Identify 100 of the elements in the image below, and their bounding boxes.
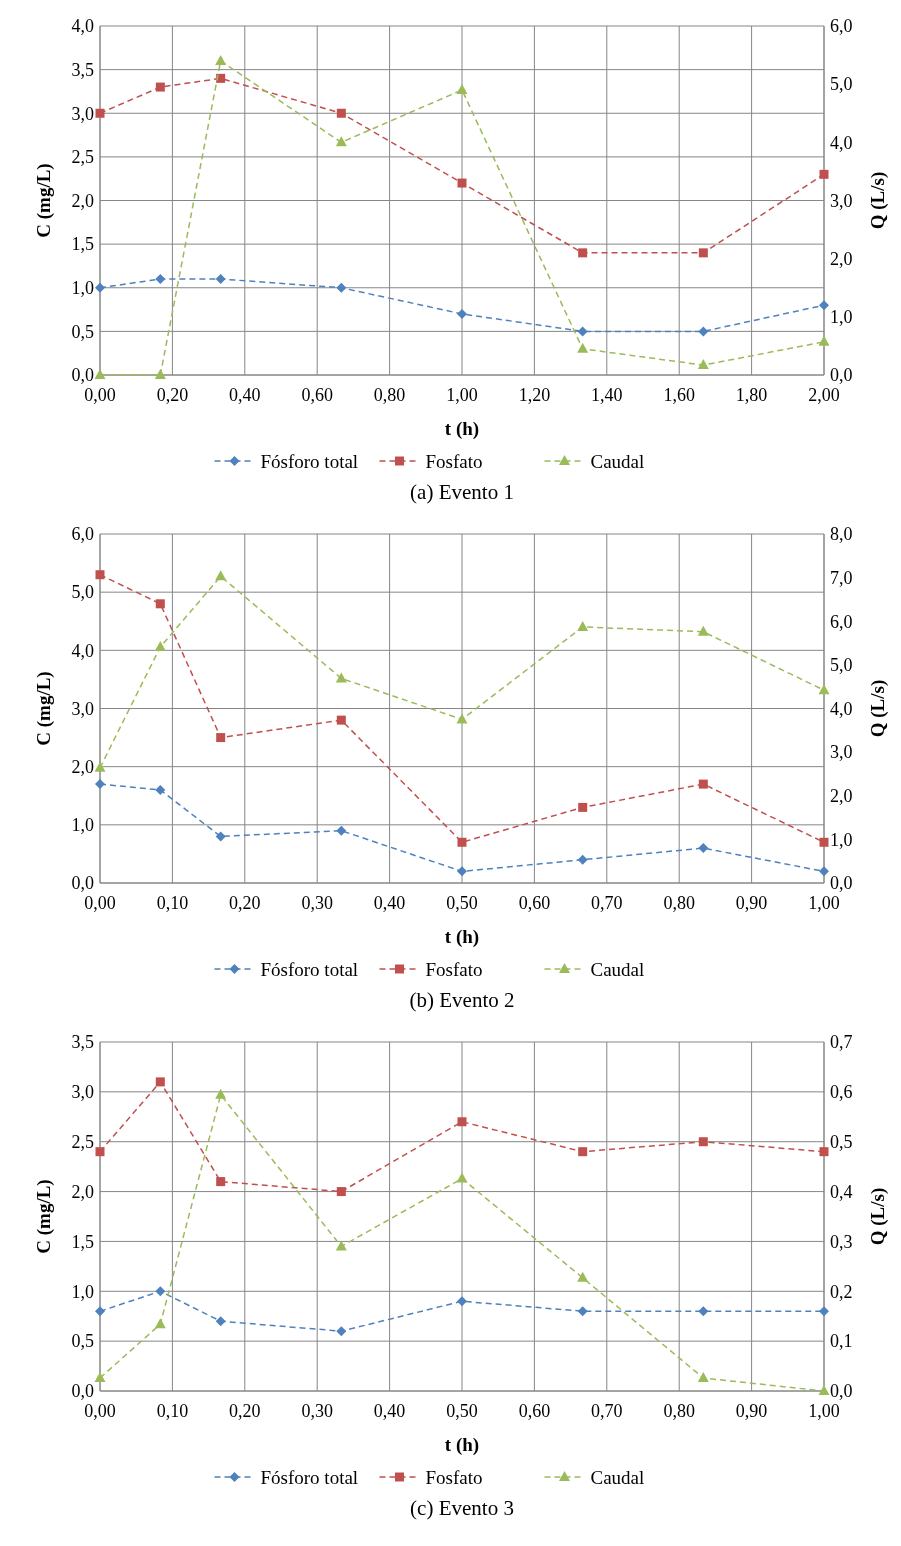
- point: [698, 779, 708, 789]
- point: [456, 713, 468, 724]
- point: [216, 733, 226, 743]
- x-tick-label: 1,00: [446, 385, 478, 405]
- y-tick-label: 2,5: [71, 1132, 94, 1153]
- x-tick-label: 2,00: [808, 385, 840, 405]
- x-tick-label: 0,50: [446, 1401, 478, 1421]
- y2-tick-label: 0,0: [830, 873, 853, 894]
- legend-label: Fosfato: [425, 958, 483, 980]
- y2-tick-label: 2,0: [830, 248, 853, 269]
- y2-tick-label: 4,0: [830, 132, 853, 153]
- legend-label: Fósforo total: [260, 1466, 359, 1488]
- x-axis-title: t (h): [444, 926, 480, 948]
- x-tick-label: 0,40: [229, 385, 261, 405]
- x-tick-label: 0,00: [84, 893, 116, 913]
- x-tick-label: 1,80: [735, 385, 768, 405]
- point: [94, 761, 106, 772]
- x-tick-label: 0,90: [735, 1401, 768, 1421]
- x-tick-label: 0,80: [373, 385, 406, 405]
- point: [215, 831, 226, 842]
- x-tick-label: 0,60: [518, 1401, 551, 1421]
- point: [155, 82, 165, 92]
- point: [819, 300, 829, 311]
- point: [336, 1187, 346, 1197]
- point: [577, 1271, 589, 1282]
- point: [155, 274, 166, 285]
- point: [336, 282, 347, 293]
- y-tick-label: 2,0: [71, 190, 94, 211]
- point: [698, 1137, 708, 1147]
- point: [698, 248, 708, 258]
- y-tick-label: 3,0: [71, 103, 94, 124]
- y2-tick-label: 7,0: [830, 567, 853, 588]
- x-tick-label: 0,00: [84, 1401, 116, 1421]
- x-tick-label: 0,90: [735, 893, 768, 913]
- legend-label: Caudal: [590, 1466, 645, 1488]
- point: [818, 335, 830, 346]
- text: (a) Evento 1: [410, 480, 514, 504]
- point: [697, 1372, 709, 1383]
- point: [336, 715, 346, 725]
- point: [456, 83, 468, 94]
- y2-tick-label: 5,0: [830, 655, 853, 676]
- y2-tick-label: 0,6: [830, 1082, 853, 1103]
- x-tick-label: 0,10: [156, 893, 189, 913]
- y2-tick-label: 1,0: [830, 307, 853, 328]
- y2-tick-label: 0,1: [830, 1331, 853, 1352]
- y-tick-label: 4,0: [71, 16, 94, 37]
- x-tick-label: 1,20: [518, 385, 551, 405]
- y2-tick-label: 0,2: [830, 1281, 853, 1302]
- point: [698, 843, 709, 854]
- y-tick-label: 1,0: [71, 815, 94, 836]
- x-tick-label: 1,00: [808, 1401, 840, 1421]
- point: [154, 1318, 166, 1329]
- x-tick-label: 1,40: [591, 385, 623, 405]
- y2-tick-label: 0,4: [830, 1181, 853, 1202]
- point: [155, 1286, 166, 1297]
- point: [456, 1172, 468, 1183]
- x-tick-label: 0,40: [373, 1401, 406, 1421]
- y2-tick-label: 3,0: [830, 742, 853, 763]
- point: [578, 248, 588, 258]
- x-tick-label: 0,50: [446, 893, 478, 913]
- y2-tick-label: 6,0: [830, 16, 853, 37]
- point: [457, 178, 467, 188]
- legend-label: Fosfato: [425, 1466, 483, 1488]
- point: [335, 136, 347, 147]
- y-tick-label: 1,0: [71, 1281, 94, 1302]
- y-tick-label: 0,0: [71, 873, 94, 894]
- point: [95, 282, 105, 293]
- point: [94, 1372, 106, 1383]
- text: (c) Evento 3: [410, 1496, 514, 1520]
- x-axis-title: t (h): [444, 1434, 480, 1456]
- point: [457, 837, 467, 847]
- x-tick-label: 0,00: [84, 385, 116, 405]
- legend-label: Fósforo total: [260, 450, 359, 472]
- point: [215, 1088, 227, 1099]
- point: [95, 779, 105, 790]
- y2-tick-label: 8,0: [830, 524, 853, 545]
- y2-tick-label: 0,5: [830, 1132, 853, 1153]
- point: [577, 326, 588, 337]
- y-tick-label: 3,5: [71, 1032, 94, 1053]
- y2-tick-label: 0,0: [830, 1381, 853, 1402]
- point: [818, 684, 830, 695]
- point: [818, 1385, 830, 1395]
- y-tick-label: 2,5: [71, 147, 94, 168]
- point: [577, 854, 588, 865]
- y-tick-label: 0,5: [71, 321, 94, 342]
- point: [215, 1316, 226, 1327]
- y-tick-label: 4,0: [71, 640, 94, 661]
- point: [154, 640, 166, 651]
- y2-tick-label: 3,0: [830, 190, 853, 211]
- point: [336, 108, 346, 118]
- point: [819, 837, 829, 847]
- point: [698, 1306, 709, 1317]
- point: [578, 1147, 588, 1157]
- point: [95, 1306, 105, 1317]
- y2-axis-title: Q (L/s): [867, 171, 889, 230]
- y-tick-label: 3,0: [71, 698, 94, 719]
- x-tick-label: 0,80: [663, 1401, 695, 1421]
- y-tick-label: 5,0: [71, 582, 94, 603]
- legend-label: Fósforo total: [260, 958, 359, 980]
- x-tick-label: 0,70: [591, 1401, 623, 1421]
